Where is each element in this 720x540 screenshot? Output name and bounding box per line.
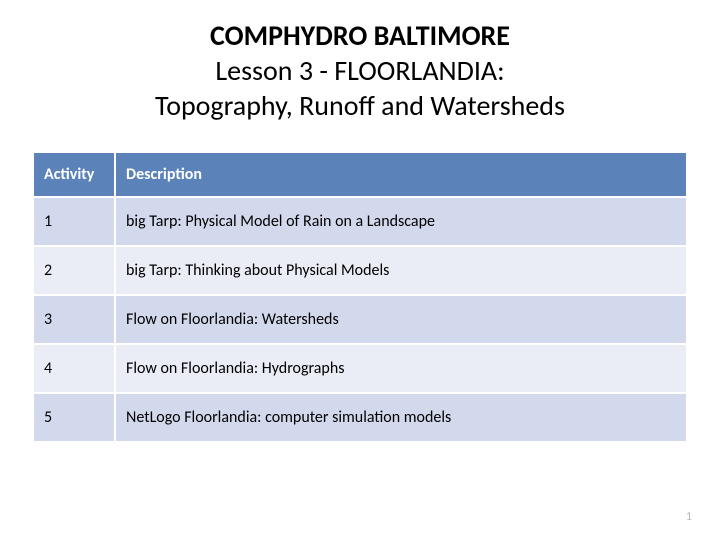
table-row: 4 Flow on Floorlandia: Hydrographs <box>33 344 687 393</box>
header-activity: Activity <box>33 152 115 197</box>
title-line-2: Lesson 3 - FLOORLANDIA: <box>0 53 720 88</box>
table-row: 1 big Tarp: Physical Model of Rain on a … <box>33 197 687 246</box>
cell-description: big Tarp: Physical Model of Rain on a La… <box>115 197 687 246</box>
cell-activity: 4 <box>33 344 115 393</box>
activities-table: Activity Description 1 big Tarp: Physica… <box>32 151 688 443</box>
title-line-1: COMPHYDRO BALTIMORE <box>0 18 720 53</box>
title-block: COMPHYDRO BALTIMORE Lesson 3 - FLOORLAND… <box>0 0 720 151</box>
activities-table-container: Activity Description 1 big Tarp: Physica… <box>0 151 720 443</box>
table-header-row: Activity Description <box>33 152 687 197</box>
cell-description: big Tarp: Thinking about Physical Models <box>115 246 687 295</box>
cell-activity: 5 <box>33 393 115 442</box>
table-row: 2 big Tarp: Thinking about Physical Mode… <box>33 246 687 295</box>
page-number: 1 <box>686 510 692 524</box>
cell-description: Flow on Floorlandia: Watersheds <box>115 295 687 344</box>
cell-description: Flow on Floorlandia: Hydrographs <box>115 344 687 393</box>
cell-activity: 2 <box>33 246 115 295</box>
title-line-3: Topography, Runoff and Watersheds <box>0 88 720 123</box>
table-row: 5 NetLogo Floorlandia: computer simulati… <box>33 393 687 442</box>
header-description: Description <box>115 152 687 197</box>
cell-description: NetLogo Floorlandia: computer simulation… <box>115 393 687 442</box>
cell-activity: 1 <box>33 197 115 246</box>
table-row: 3 Flow on Floorlandia: Watersheds <box>33 295 687 344</box>
cell-activity: 3 <box>33 295 115 344</box>
